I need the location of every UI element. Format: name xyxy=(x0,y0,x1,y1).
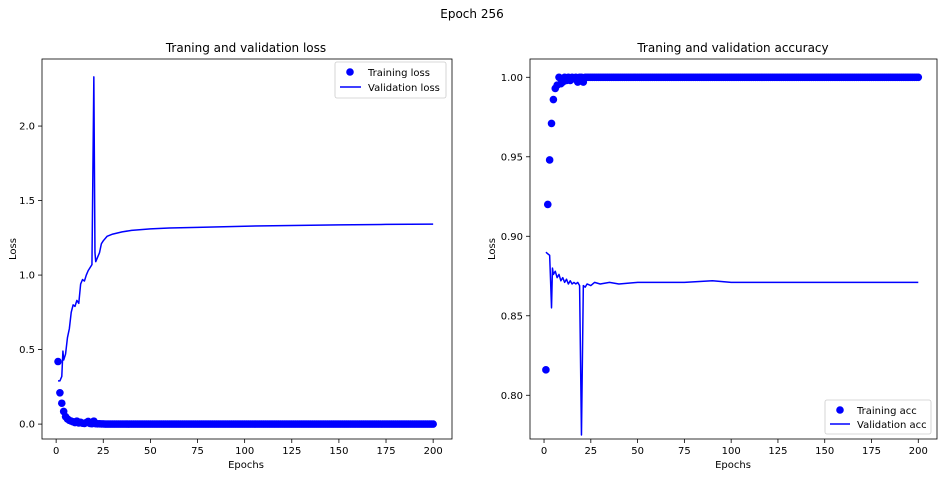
loss-ytick-label: 1.5 xyxy=(19,196,35,207)
loss-ytick-label: 1.0 xyxy=(19,271,35,282)
accuracy-xtick-label: 0 xyxy=(541,446,547,457)
accuracy-legend-validation-label: Validation acc xyxy=(857,420,927,431)
loss-training-point xyxy=(57,399,66,408)
accuracy-chart-frame xyxy=(529,58,938,440)
accuracy-chart-title: Traning and validation accuracy xyxy=(636,41,828,55)
loss-ytick-label: 0.5 xyxy=(19,345,35,356)
accuracy-validation-line xyxy=(545,251,919,436)
accuracy-training-point xyxy=(543,200,552,209)
accuracy-legend-training-label: Training acc xyxy=(856,406,917,417)
accuracy-legend-box xyxy=(824,399,932,435)
loss-chart-ylabel: Loss xyxy=(8,238,19,260)
loss-legend-training-marker xyxy=(346,68,354,76)
accuracy-xtick-label: 50 xyxy=(631,446,644,457)
loss-xtick-label: 175 xyxy=(376,446,395,457)
accuracy-ytick-label: 0.80 xyxy=(501,391,523,402)
loss-ytick-label: 2.0 xyxy=(19,122,35,133)
accuracy-chart-series xyxy=(542,73,923,436)
loss-xtick-label: 75 xyxy=(191,446,204,457)
loss-training-point xyxy=(54,357,62,366)
loss-xtick-label: 50 xyxy=(144,446,157,457)
loss-training-point xyxy=(429,420,437,428)
accuracy-training-point xyxy=(914,73,923,82)
accuracy-xtick-label: 75 xyxy=(678,446,691,457)
loss-xtick-label: 0 xyxy=(53,446,59,457)
accuracy-xtick-label: 200 xyxy=(909,446,928,457)
accuracy-chart: Traning and validation accuracy Epochs L… xyxy=(487,41,938,471)
loss-training-point xyxy=(56,389,64,397)
loss-chart-series xyxy=(54,76,437,428)
accuracy-chart-legend: Training acc Validation acc xyxy=(824,399,932,435)
loss-xtick-label: 150 xyxy=(329,446,348,457)
loss-chart: Traning and validation loss Epochs Loss … xyxy=(8,41,453,471)
accuracy-xtick-label: 100 xyxy=(722,446,741,457)
accuracy-chart-xlabel: Epochs xyxy=(715,460,751,471)
figure-suptitle: Epoch 256 xyxy=(440,7,503,21)
accuracy-ytick-label: 1.00 xyxy=(501,73,523,84)
loss-legend-validation-label: Validation loss xyxy=(368,83,440,94)
accuracy-training-point xyxy=(545,156,554,164)
accuracy-training-point xyxy=(547,119,556,128)
accuracy-xtick-label: 175 xyxy=(862,446,881,457)
loss-validation-line xyxy=(58,76,434,382)
accuracy-training-point xyxy=(549,95,558,104)
loss-chart-legend: Training loss Validation loss xyxy=(334,61,447,99)
loss-xtick-label: 125 xyxy=(282,446,301,457)
accuracy-ytick-label: 0.90 xyxy=(501,232,523,243)
loss-ytick-label: 0.0 xyxy=(19,420,35,431)
loss-xtick-label: 200 xyxy=(424,446,443,457)
loss-chart-title: Traning and validation loss xyxy=(165,41,326,55)
loss-xtick-label: 25 xyxy=(97,446,110,457)
accuracy-chart-ylabel: Loss xyxy=(487,238,498,260)
accuracy-chart-ticks: 0 25 50 75 100 125 150 175 200 0.80 0.85 0.90 0.95 1.… xyxy=(501,73,928,457)
loss-chart-frame xyxy=(41,58,453,440)
accuracy-ytick-label: 0.85 xyxy=(501,311,523,322)
accuracy-ytick-label: 0.95 xyxy=(501,152,523,163)
loss-chart-ticks: 0 25 50 75 100 125 150 175 200 0.0 0.5 1.0 1.5 2.0 xyxy=(19,122,443,457)
accuracy-xtick-label: 150 xyxy=(815,446,834,457)
accuracy-legend-training-marker xyxy=(836,406,844,414)
loss-xtick-label: 100 xyxy=(235,446,254,457)
loss-chart-xlabel: Epochs xyxy=(228,460,264,471)
accuracy-xtick-label: 25 xyxy=(584,446,597,457)
loss-legend-training-label: Training loss xyxy=(367,68,430,79)
loss-legend-box xyxy=(334,61,447,99)
accuracy-xtick-label: 125 xyxy=(768,446,787,457)
accuracy-training-point xyxy=(542,366,550,374)
